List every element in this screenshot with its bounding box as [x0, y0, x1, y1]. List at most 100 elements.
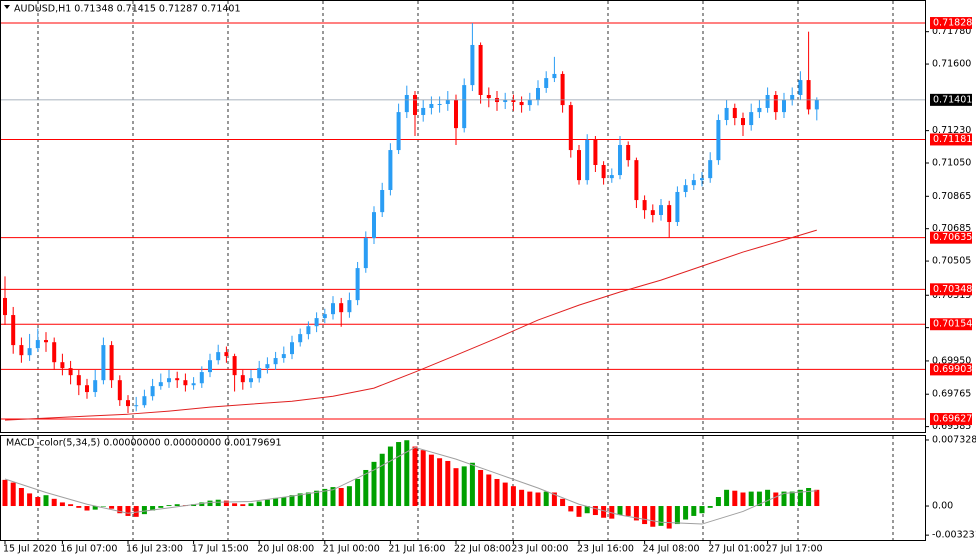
level-label: 0.69627 — [933, 414, 972, 425]
candle-body — [437, 103, 442, 105]
x-tick-label: 24 Jul 08:00 — [643, 544, 700, 555]
x-tick-label: 27 Jul 01:00 — [708, 544, 765, 555]
candle-body — [60, 362, 65, 369]
collapse-icon — [4, 5, 10, 9]
macd-bar — [797, 489, 803, 507]
candle-body — [667, 205, 672, 223]
candle-body — [257, 368, 262, 379]
price-title: AUDUSD,H1 0.71348 0.71415 0.71287 0.7140… — [14, 4, 241, 15]
macd-bar — [215, 499, 221, 507]
candle-body — [273, 358, 278, 365]
candle-body — [700, 178, 704, 181]
macd-bar — [281, 497, 287, 507]
macd-bar — [535, 492, 541, 507]
macd-bar — [469, 462, 475, 507]
level-label: 0.71828 — [933, 18, 972, 29]
candle-body — [782, 100, 786, 113]
level-label-bg — [930, 283, 972, 296]
candle-body — [683, 185, 688, 192]
macd-bar — [330, 487, 336, 507]
macd-bar — [502, 482, 508, 507]
macd-bar — [560, 498, 566, 507]
candle-body — [404, 95, 409, 113]
macd-bar — [781, 491, 787, 507]
macd-bar — [650, 506, 656, 527]
candle-body — [11, 315, 16, 346]
macd-bar — [84, 506, 90, 511]
macd-bar — [666, 506, 672, 529]
macd-bar — [396, 442, 402, 507]
macd-bar — [379, 453, 385, 507]
macd-bar — [363, 469, 369, 507]
y-tick-label: 0.70505 — [932, 256, 971, 267]
y-tick-label: 0.69950 — [932, 355, 971, 366]
macd-bar — [683, 506, 689, 520]
x-tick-label: 16 Jul 07:00 — [60, 544, 117, 555]
macd-bar — [207, 500, 213, 507]
macd-bar — [35, 497, 41, 507]
candle-body — [249, 378, 253, 383]
candle-body — [339, 303, 344, 313]
candle-body — [478, 44, 483, 96]
candle-body — [765, 95, 770, 108]
level-label: 0.70348 — [933, 284, 972, 295]
candle-body — [642, 200, 647, 211]
macd-bar — [765, 489, 771, 507]
candle-body — [396, 112, 401, 151]
candle-body — [429, 103, 434, 108]
candle-body — [741, 118, 745, 126]
macd-bar — [633, 506, 639, 521]
macd-bar — [412, 446, 418, 507]
macd-bar — [740, 492, 746, 507]
y-tick-label: 0.69585 — [932, 421, 971, 432]
macd-bar — [297, 493, 303, 507]
candle-body — [413, 95, 417, 115]
candle-body — [134, 405, 139, 407]
candle-body — [601, 164, 606, 179]
candle-body — [773, 95, 778, 113]
candle-body — [544, 78, 549, 88]
level-label-bg — [930, 133, 972, 146]
macd-bar — [240, 504, 246, 507]
macd-bar — [59, 502, 65, 507]
x-tick-label: 20 Jul 08:00 — [257, 544, 314, 555]
candle-body — [445, 100, 450, 104]
macd-bar — [420, 450, 426, 507]
macd-bar — [223, 500, 229, 507]
candle-body — [527, 100, 532, 106]
candle-body — [167, 378, 171, 383]
y-tick-label: 0.71050 — [932, 158, 971, 169]
candle-body — [216, 352, 221, 361]
level-label-bg — [930, 363, 972, 376]
macd-bar — [346, 486, 352, 507]
macd-title: MACD_color(5,34,5) 0.00000000 0.00000000… — [6, 438, 282, 449]
candle-body — [388, 150, 393, 191]
last-price-label: 0.71401 — [933, 94, 972, 105]
candle-body — [503, 100, 508, 103]
y-tick-label: 0.69765 — [932, 389, 971, 400]
candle-body — [224, 352, 229, 357]
candle-body — [76, 375, 81, 386]
macd-bar — [724, 489, 730, 507]
macd-bar — [674, 506, 680, 525]
macd-bar — [601, 506, 607, 518]
candle-body — [240, 375, 245, 383]
candle-body — [191, 383, 196, 386]
macd-bar — [519, 489, 525, 507]
x-tick-label: 27 Jul 17:00 — [766, 544, 823, 555]
y-tick-label: 0.00 — [932, 501, 953, 512]
candle-body — [708, 160, 713, 179]
macd-bar — [371, 461, 377, 507]
x-tick-label: 21 Jul 16:00 — [388, 544, 445, 555]
candle-body — [577, 150, 581, 181]
candle-body — [749, 112, 754, 126]
last-price-label-bg — [930, 93, 972, 106]
candle-body — [634, 160, 639, 201]
candle-body — [626, 145, 631, 161]
macd-bar — [248, 503, 254, 507]
level-label: 0.69903 — [933, 364, 972, 375]
macd-bar — [387, 446, 393, 507]
candle-body — [757, 107, 762, 113]
